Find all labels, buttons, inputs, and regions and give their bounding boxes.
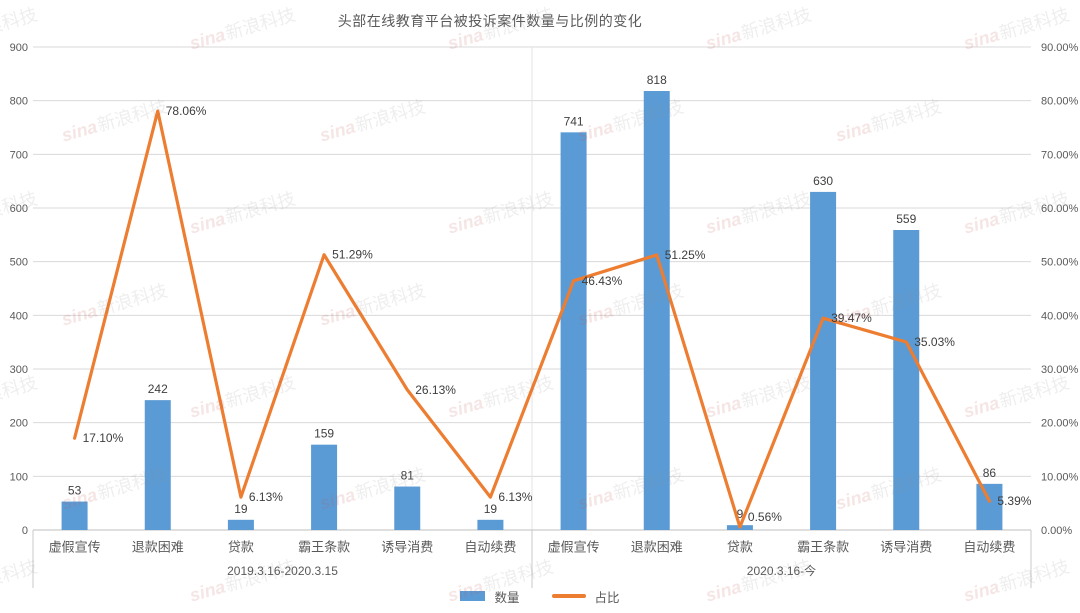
group-label: 2020.3.16-今: [747, 563, 816, 578]
legend: 数量 占比: [0, 586, 1080, 606]
category-label: 诱导消费: [880, 540, 932, 555]
category-label: 退款困难: [631, 540, 683, 555]
group-label: 2019.3.16-2020.3.15: [227, 564, 338, 578]
bar-value-label: 559: [896, 212, 916, 226]
ratio-label: 17.10%: [83, 431, 124, 445]
legend-label-count: 数量: [494, 590, 520, 605]
y2-axis-tick-label: 60.00%: [1041, 203, 1079, 215]
bar-value-label: 53: [68, 484, 82, 498]
y2-axis-tick-label: 50.00%: [1041, 257, 1079, 269]
y-axis-tick-label: 700: [10, 149, 28, 161]
category-label: 贷款: [727, 540, 753, 555]
y2-axis-tick-label: 30.00%: [1041, 364, 1079, 376]
ratio-label: 5.39%: [997, 494, 1031, 508]
category-label: 贷款: [228, 540, 254, 555]
category-label: 退款困难: [132, 540, 184, 555]
y2-axis-tick-label: 40.00%: [1041, 310, 1079, 322]
bar-value-label: 741: [564, 114, 584, 128]
bar: [560, 132, 587, 530]
y-axis-tick-label: 800: [10, 96, 28, 108]
bar: [144, 400, 171, 530]
bar: [477, 519, 504, 530]
category-label: 虚假宣传: [548, 540, 600, 555]
category-label: 霸王条款: [797, 540, 849, 555]
y-axis-tick-label: 300: [10, 364, 28, 376]
y2-axis-tick-label: 70.00%: [1041, 149, 1079, 161]
bar: [227, 519, 254, 530]
bar-value-label: 818: [647, 73, 667, 87]
bar: [643, 91, 670, 531]
category-label: 自动续费: [963, 540, 1015, 555]
category-label: 霸王条款: [298, 540, 350, 555]
ratio-label: 78.06%: [166, 104, 207, 118]
bar: [810, 191, 837, 530]
bar: [311, 444, 338, 530]
bar-value-label: 86: [983, 466, 997, 480]
bar: [61, 501, 88, 530]
ratio-label: 0.56%: [748, 510, 782, 524]
ratio-label: 46.43%: [582, 274, 623, 288]
y-axis-tick-label: 900: [10, 42, 28, 54]
y-axis-tick-label: 400: [10, 310, 28, 322]
ratio-line: [72, 109, 992, 529]
y-axis-tick-label: 0: [22, 525, 28, 537]
ratio-label: 51.25%: [665, 248, 706, 262]
bar-value-label: 630: [813, 174, 833, 188]
bar-value-label: 19: [484, 502, 498, 516]
ratio-label: 26.13%: [415, 383, 456, 397]
legend-bar-swatch: [460, 591, 486, 601]
legend-line-swatch: [551, 594, 586, 598]
y2-axis-tick-label: 10.00%: [1041, 471, 1079, 483]
bar-value-label: 81: [401, 469, 415, 483]
bar-value-label: 159: [314, 427, 334, 441]
ratio-label: 51.29%: [332, 248, 373, 262]
y-axis-tick-label: 200: [10, 418, 28, 430]
y2-axis-tick-label: 80.00%: [1041, 96, 1079, 108]
ratio-label: 6.13%: [249, 490, 283, 504]
legend-label-ratio: 占比: [594, 590, 620, 605]
y-axis-tick-label: 500: [10, 257, 28, 269]
ratio-label: 35.03%: [914, 335, 955, 349]
y2-axis-tick-label: 20.00%: [1041, 418, 1079, 430]
bar-value-label: 19: [234, 502, 248, 516]
y-axis-tick-label: 100: [10, 471, 28, 483]
bar-value-label: 242: [148, 382, 168, 396]
ratio-label: 39.47%: [831, 311, 872, 325]
y-axis-tick-label: 600: [10, 203, 28, 215]
chart-title: 头部在线教育平台被投诉案件数量与比例的变化: [337, 13, 643, 29]
category-label: 自动续费: [464, 540, 516, 555]
y2-axis-tick-label: 90.00%: [1041, 42, 1079, 54]
bar: [893, 230, 920, 530]
category-label: 虚假宣传: [49, 540, 101, 555]
category-label: 诱导消费: [381, 540, 433, 555]
y2-axis-tick-label: 0.00%: [1041, 525, 1072, 537]
bar-value-label: 9: [737, 507, 744, 521]
ratio-label: 6.13%: [498, 490, 532, 504]
bar: [394, 486, 421, 530]
bar: [976, 483, 1003, 530]
